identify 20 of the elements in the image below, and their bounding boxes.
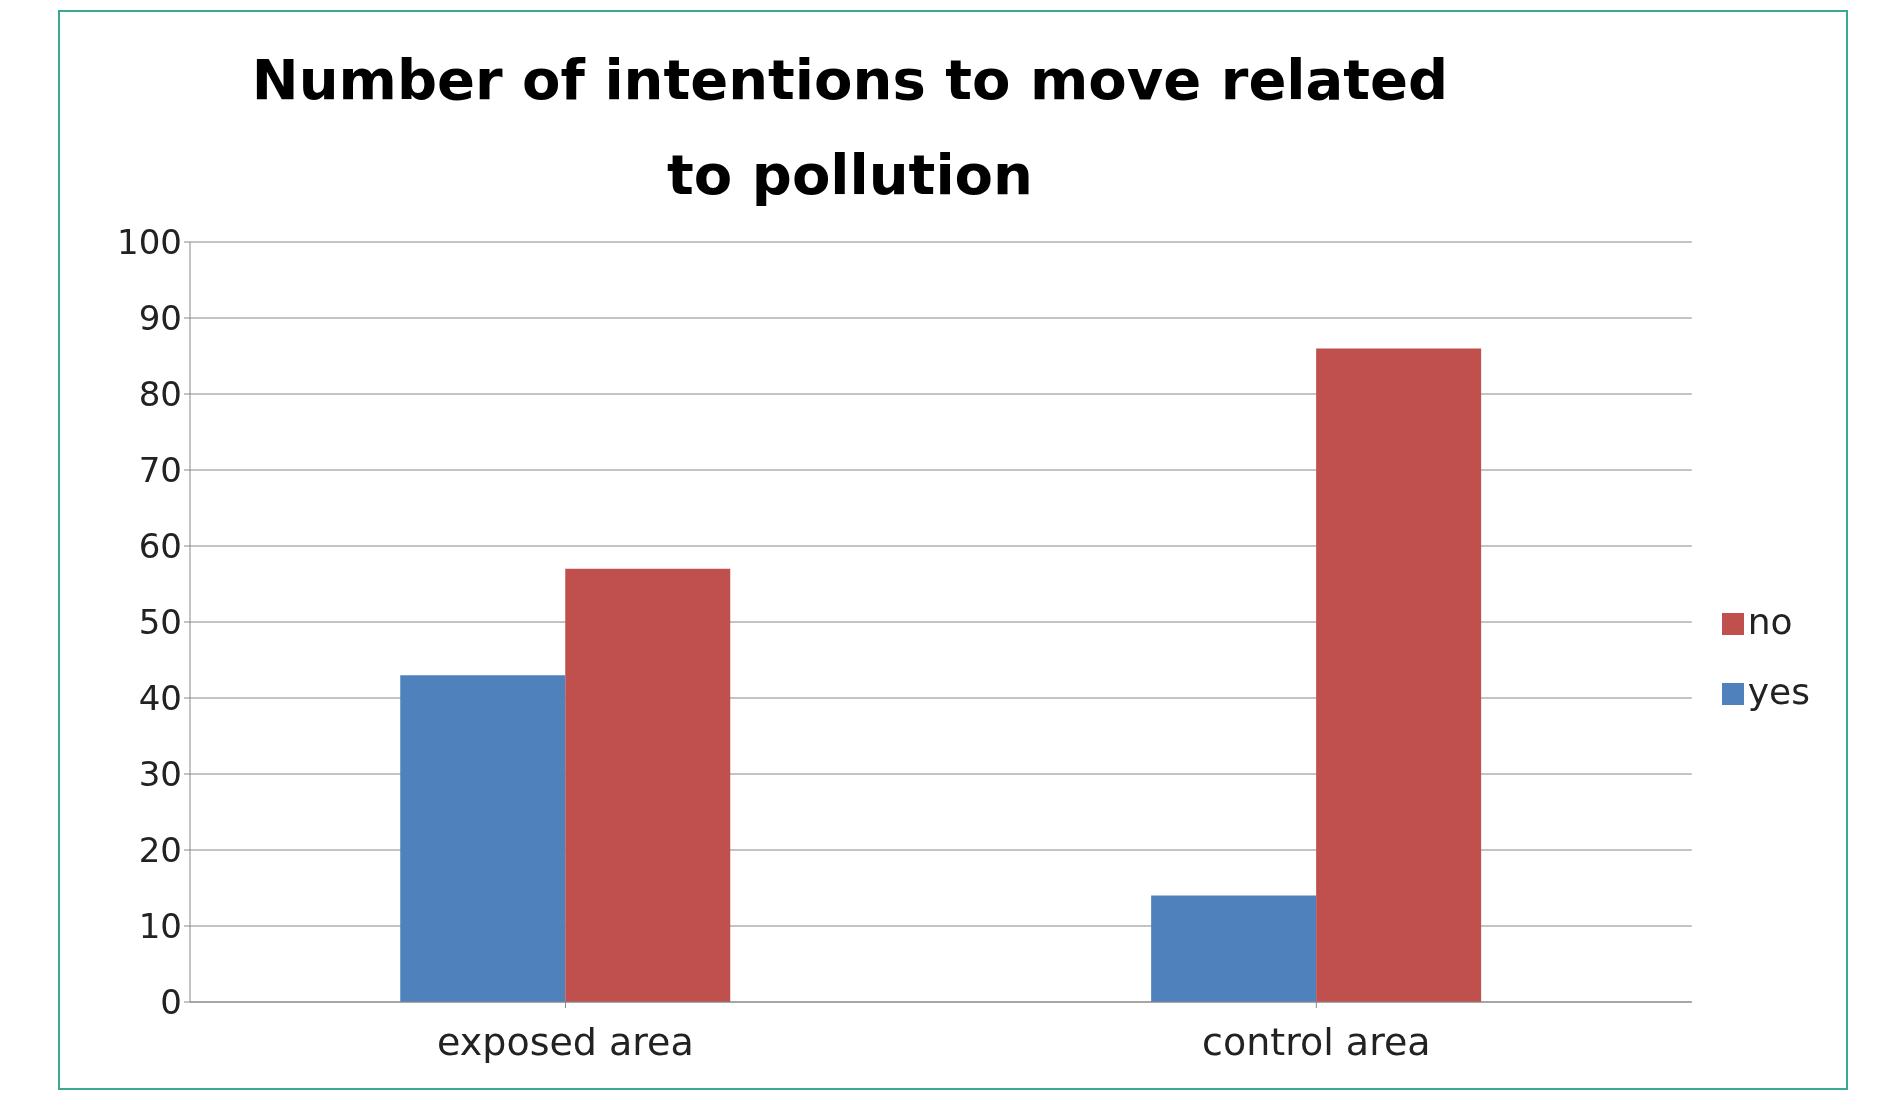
y-tick-label: 50 — [138, 602, 182, 643]
y-tick-label: 80 — [138, 374, 182, 415]
y-tick-label: 40 — [138, 678, 182, 719]
y-tick-label: 0 — [160, 982, 182, 1023]
bar — [565, 569, 731, 1003]
bar — [1316, 348, 1482, 1003]
y-tick-label: 70 — [138, 450, 182, 491]
y-tick-label: 10 — [138, 906, 182, 947]
legend-label: no — [1747, 601, 1793, 643]
x-tick-label: exposed area — [437, 1020, 694, 1065]
bar — [400, 675, 566, 1003]
chart-title: Number of intentions to move related to pollution — [250, 46, 1450, 210]
legend-label: yes — [1747, 671, 1810, 713]
y-tick-label: 60 — [138, 526, 182, 567]
y-tick-label: 30 — [138, 754, 182, 795]
bar — [1151, 895, 1317, 1003]
y-tick-label: 100 — [117, 222, 182, 263]
y-tick-label: 90 — [138, 298, 182, 339]
x-tick-label: control area — [1202, 1020, 1431, 1065]
y-tick-label: 20 — [138, 830, 182, 871]
